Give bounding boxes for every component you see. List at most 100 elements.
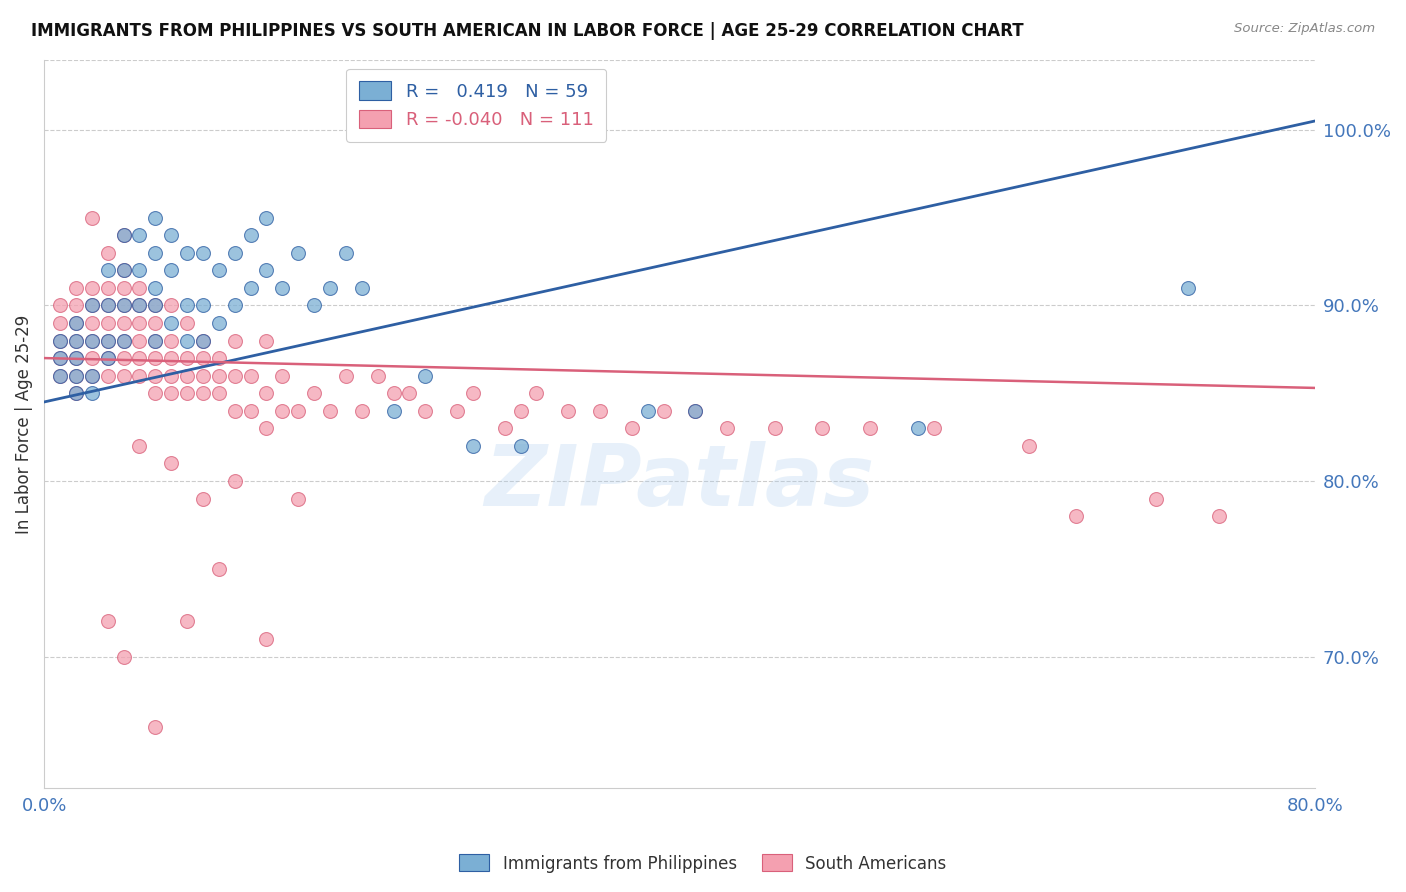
Point — [80, 368, 103, 383]
Point — [160, 457, 183, 471]
Point — [112, 228, 135, 243]
Point — [65, 316, 87, 330]
Point — [112, 649, 135, 664]
Legend: Immigrants from Philippines, South Americans: Immigrants from Philippines, South Ameri… — [453, 847, 953, 880]
Point — [224, 474, 246, 488]
Point — [112, 263, 135, 277]
Point — [112, 316, 135, 330]
Point — [224, 245, 246, 260]
Point — [208, 263, 231, 277]
Point — [287, 491, 309, 506]
Point — [112, 298, 135, 312]
Point — [80, 386, 103, 401]
Point — [80, 368, 103, 383]
Point — [143, 334, 166, 348]
Point — [302, 298, 325, 312]
Point — [49, 351, 72, 365]
Point — [97, 298, 120, 312]
Point — [239, 228, 262, 243]
Point — [208, 351, 231, 365]
Point — [97, 351, 120, 365]
Point — [80, 211, 103, 225]
Point — [557, 403, 579, 417]
Point — [367, 368, 389, 383]
Point — [65, 334, 87, 348]
Point — [685, 403, 707, 417]
Point — [49, 368, 72, 383]
Point — [128, 298, 150, 312]
Point — [112, 281, 135, 295]
Point — [191, 368, 214, 383]
Point — [1066, 509, 1088, 524]
Point — [160, 386, 183, 401]
Point — [65, 298, 87, 312]
Point — [143, 281, 166, 295]
Text: ZIPatlas: ZIPatlas — [484, 441, 875, 524]
Point — [1177, 281, 1199, 295]
Point — [413, 403, 436, 417]
Point — [922, 421, 945, 435]
Point — [350, 403, 373, 417]
Point — [97, 351, 120, 365]
Point — [97, 334, 120, 348]
Point — [112, 263, 135, 277]
Point — [319, 403, 342, 417]
Point — [160, 368, 183, 383]
Point — [49, 334, 72, 348]
Point — [335, 368, 357, 383]
Point — [65, 316, 87, 330]
Point — [224, 368, 246, 383]
Point — [97, 368, 120, 383]
Point — [97, 245, 120, 260]
Point — [176, 368, 198, 383]
Point — [160, 351, 183, 365]
Point — [176, 316, 198, 330]
Point — [256, 263, 278, 277]
Point — [176, 298, 198, 312]
Point — [112, 228, 135, 243]
Point — [49, 368, 72, 383]
Point — [65, 368, 87, 383]
Point — [509, 439, 531, 453]
Point — [143, 334, 166, 348]
Point — [65, 334, 87, 348]
Point — [398, 386, 420, 401]
Point — [302, 386, 325, 401]
Point — [80, 281, 103, 295]
Point — [239, 281, 262, 295]
Point — [287, 245, 309, 260]
Point — [461, 439, 484, 453]
Point — [80, 316, 103, 330]
Point — [65, 351, 87, 365]
Point — [256, 421, 278, 435]
Point — [49, 351, 72, 365]
Point — [112, 298, 135, 312]
Point — [128, 298, 150, 312]
Point — [65, 386, 87, 401]
Point — [271, 368, 294, 383]
Point — [128, 351, 150, 365]
Point — [191, 334, 214, 348]
Point — [128, 334, 150, 348]
Point — [80, 298, 103, 312]
Point — [143, 386, 166, 401]
Point — [97, 316, 120, 330]
Point — [350, 281, 373, 295]
Point — [256, 334, 278, 348]
Point — [160, 263, 183, 277]
Point — [143, 245, 166, 260]
Point — [1208, 509, 1230, 524]
Point — [208, 562, 231, 576]
Point — [128, 281, 150, 295]
Point — [256, 632, 278, 646]
Point — [685, 403, 707, 417]
Y-axis label: In Labor Force | Age 25-29: In Labor Force | Age 25-29 — [15, 314, 32, 533]
Point — [143, 316, 166, 330]
Point — [382, 403, 405, 417]
Point — [446, 403, 468, 417]
Point — [160, 228, 183, 243]
Point — [526, 386, 548, 401]
Point — [112, 334, 135, 348]
Point — [65, 368, 87, 383]
Point — [143, 211, 166, 225]
